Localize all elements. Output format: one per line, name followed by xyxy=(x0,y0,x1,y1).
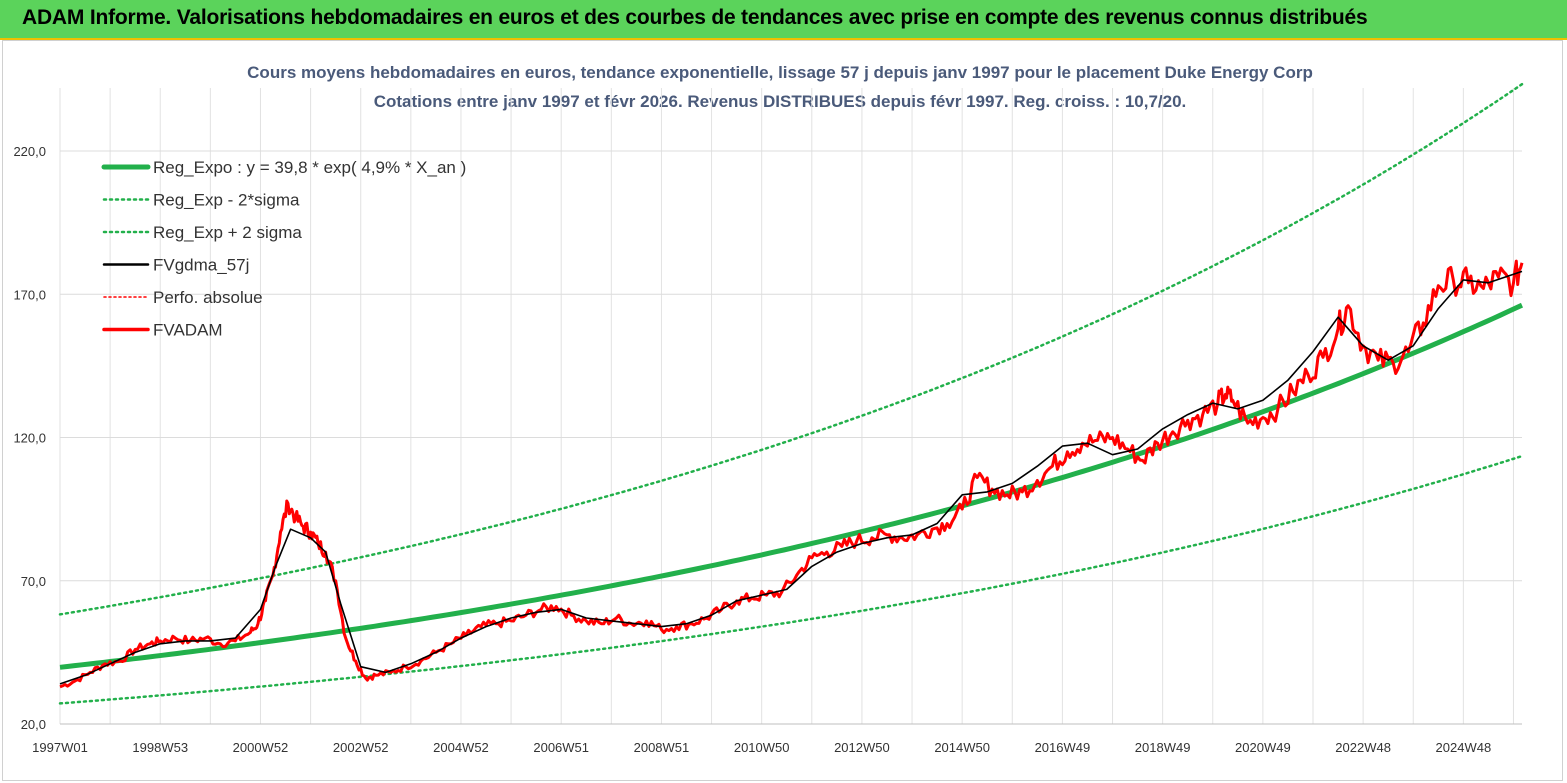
legend-label: Reg_Exp + 2 sigma xyxy=(153,223,302,242)
fvadam-line xyxy=(59,259,1524,689)
y-tick-label: 20,0 xyxy=(21,717,46,732)
x-tick-label: 2020W49 xyxy=(1235,740,1291,755)
regression-line xyxy=(59,302,1524,670)
legend-label: FVgdma_57j xyxy=(153,256,249,275)
y-tick-label: 170,0 xyxy=(13,287,46,302)
x-tick-label: 2010W50 xyxy=(734,740,790,755)
x-tick-label: 2002W52 xyxy=(333,740,389,755)
x-tick-label: 2022W48 xyxy=(1335,740,1391,755)
x-tick-label: 2012W50 xyxy=(834,740,890,755)
x-tick-label: 1997W01 xyxy=(32,740,88,755)
legend-label: Reg_Expo : y = 39,8 * exp( 4,9% * X_an ) xyxy=(153,158,466,177)
legend-label: Perfo. absolue xyxy=(153,288,263,307)
x-tick-label: 2024W48 xyxy=(1436,740,1492,755)
regression-lower-line xyxy=(58,454,1524,705)
regression-upper-line xyxy=(58,82,1524,616)
banner-title: ADAM Informe. Valorisations hebdomadaire… xyxy=(22,6,1368,29)
legend-label: FVADAM xyxy=(153,321,223,340)
chart-frame xyxy=(2,40,1563,781)
y-tick-label: 120,0 xyxy=(13,431,46,446)
x-tick-label: 2018W49 xyxy=(1135,740,1191,755)
x-tick-label: 2000W52 xyxy=(233,740,289,755)
x-tick-label: 2004W52 xyxy=(433,740,489,755)
x-tick-label: 2008W51 xyxy=(634,740,690,755)
chart-title-line2: Cotations entre janv 1997 et févr 2026. … xyxy=(373,92,1187,111)
chart-title-line1: Cours moyens hebdomadaires en euros, ten… xyxy=(247,63,1313,82)
x-tick-label: 2006W51 xyxy=(533,740,589,755)
y-tick-label: 70,0 xyxy=(21,574,46,589)
y-tick-label: 220,0 xyxy=(13,144,46,159)
top-banner: ADAM Informe. Valorisations hebdomadaire… xyxy=(0,0,1567,40)
x-tick-label: 1998W53 xyxy=(132,740,188,755)
legend-label: Reg_Exp - 2*sigma xyxy=(153,191,300,210)
x-tick-label: 2016W49 xyxy=(1035,740,1091,755)
fvgdma-line xyxy=(59,270,1523,685)
x-tick-label: 2014W50 xyxy=(934,740,990,755)
